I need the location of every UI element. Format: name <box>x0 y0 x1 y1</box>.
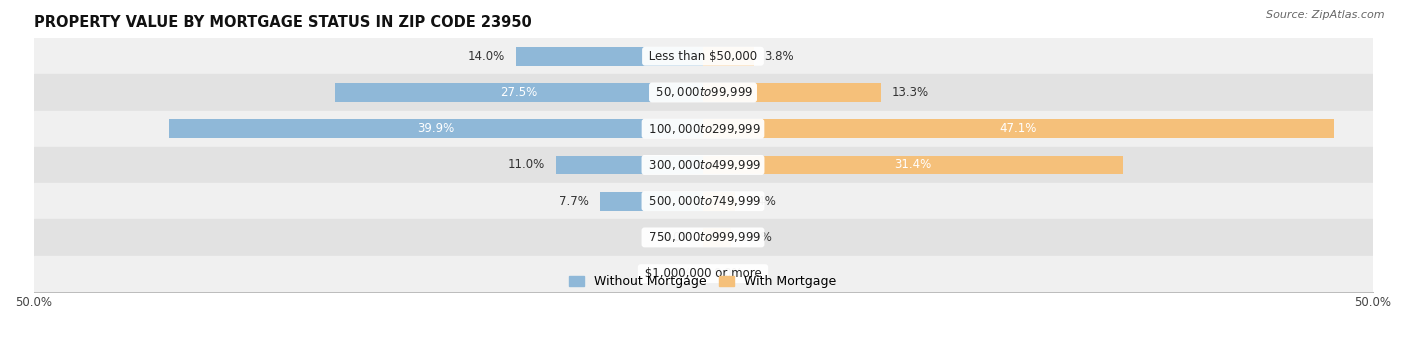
Text: $100,000 to $299,999: $100,000 to $299,999 <box>644 122 762 136</box>
Text: 0.0%: 0.0% <box>662 267 692 280</box>
Text: 7.7%: 7.7% <box>560 195 589 208</box>
Bar <box>34 110 1372 147</box>
Text: 2.4%: 2.4% <box>745 195 776 208</box>
Text: 11.0%: 11.0% <box>508 159 546 172</box>
Text: 27.5%: 27.5% <box>501 86 537 99</box>
Bar <box>34 74 1372 110</box>
Text: $1,000,000 or more: $1,000,000 or more <box>641 267 765 280</box>
Text: 39.9%: 39.9% <box>418 122 454 135</box>
Bar <box>34 255 1372 292</box>
Text: $500,000 to $749,999: $500,000 to $749,999 <box>644 194 762 208</box>
Bar <box>34 147 1372 183</box>
Legend: Without Mortgage, With Mortgage: Without Mortgage, With Mortgage <box>569 275 837 288</box>
Text: 14.0%: 14.0% <box>468 50 505 63</box>
Bar <box>34 219 1372 255</box>
Text: $750,000 to $999,999: $750,000 to $999,999 <box>644 231 762 244</box>
Text: 2.1%: 2.1% <box>742 231 772 244</box>
Text: 47.1%: 47.1% <box>1000 122 1038 135</box>
Bar <box>703 228 731 247</box>
Text: 0.0%: 0.0% <box>714 267 744 280</box>
Text: 3.8%: 3.8% <box>765 50 794 63</box>
Bar <box>703 47 754 66</box>
Bar <box>34 183 1372 219</box>
Bar <box>516 47 703 66</box>
Bar <box>703 83 882 102</box>
Text: PROPERTY VALUE BY MORTGAGE STATUS IN ZIP CODE 23950: PROPERTY VALUE BY MORTGAGE STATUS IN ZIP… <box>34 15 531 30</box>
Text: $50,000 to $99,999: $50,000 to $99,999 <box>652 86 754 100</box>
Bar <box>169 119 703 138</box>
Bar <box>703 155 1123 174</box>
Bar <box>703 119 1334 138</box>
Bar <box>600 192 703 211</box>
Text: 0.0%: 0.0% <box>662 231 692 244</box>
Text: $300,000 to $499,999: $300,000 to $499,999 <box>644 158 762 172</box>
Bar <box>34 38 1372 74</box>
Text: Less than $50,000: Less than $50,000 <box>645 50 761 63</box>
Text: Source: ZipAtlas.com: Source: ZipAtlas.com <box>1267 10 1385 20</box>
Bar <box>335 83 703 102</box>
Text: 31.4%: 31.4% <box>894 159 932 172</box>
Bar <box>555 155 703 174</box>
Text: 13.3%: 13.3% <box>891 86 929 99</box>
Bar <box>703 192 735 211</box>
